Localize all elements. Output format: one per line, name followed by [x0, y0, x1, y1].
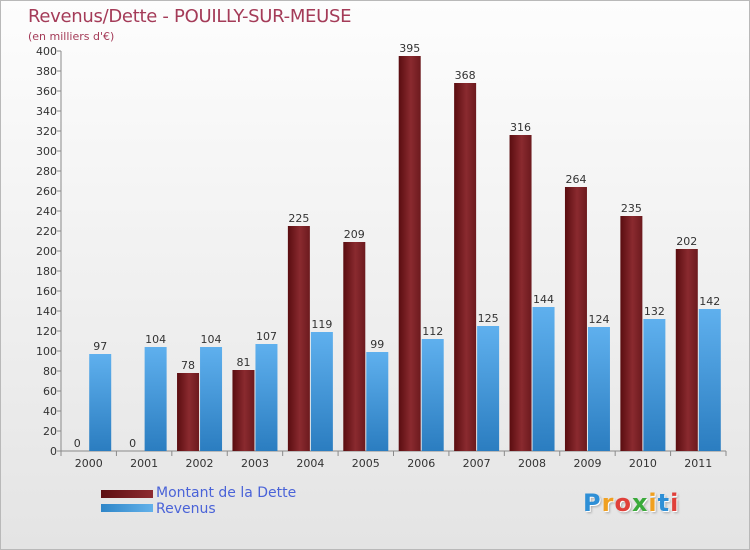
bar-dette [564, 187, 587, 451]
y-tick-label: 320 [36, 125, 57, 138]
x-tick-label: 2001 [130, 457, 158, 470]
bar-revenus [200, 347, 223, 451]
data-label: 316 [510, 121, 531, 134]
x-tick-label: 2008 [518, 457, 546, 470]
y-tick-label: 40 [43, 405, 57, 418]
x-tick-label: 2010 [629, 457, 657, 470]
bar-revenus [698, 309, 721, 451]
bar-dette [287, 226, 310, 451]
y-tick-label: 120 [36, 325, 57, 338]
bar-revenus [421, 339, 444, 451]
y-tick-label: 240 [36, 205, 57, 218]
logo-letter: P [583, 489, 602, 517]
y-tick-label: 340 [36, 105, 57, 118]
bar-dette [509, 135, 532, 451]
data-label: 395 [399, 42, 420, 55]
bar-dette [232, 370, 255, 451]
data-label: 144 [533, 293, 554, 306]
bar-revenus [144, 347, 167, 451]
y-tick-label: 200 [36, 245, 57, 258]
data-label: 112 [422, 325, 443, 338]
bar-revenus [89, 354, 112, 451]
data-label: 125 [478, 312, 499, 325]
data-label: 119 [311, 318, 332, 331]
legend-swatch-dette [101, 490, 153, 498]
proxiti-logo: Proxiti [583, 489, 679, 517]
y-tick-label: 280 [36, 165, 57, 178]
y-tick-label: 0 [50, 445, 57, 458]
x-tick-label: 2005 [352, 457, 380, 470]
x-tick-label: 2009 [573, 457, 601, 470]
y-tick-label: 80 [43, 365, 57, 378]
x-tick-label: 2004 [296, 457, 324, 470]
chart-subtitle: (en milliers d'€) [28, 30, 115, 43]
axes: 0 20 40 60 80 100 120 140 160 180 200 220 240 260 280 3… [36, 45, 727, 470]
y-tick-label: 220 [36, 225, 57, 238]
legend-label-revenus: Revenus [156, 501, 216, 517]
x-tick-label: 2002 [186, 457, 214, 470]
data-label: 104 [201, 333, 222, 346]
y-tick-label: 160 [36, 285, 57, 298]
data-label: 104 [145, 333, 166, 346]
data-label: 107 [256, 330, 277, 343]
logo-letter: x [631, 489, 649, 517]
data-label: 235 [621, 202, 642, 215]
y-tick-label: 260 [36, 185, 57, 198]
logo-letter: o [614, 489, 632, 517]
y-tick-label: 360 [36, 85, 57, 98]
logo-letter: t [657, 489, 671, 517]
data-label: 264 [565, 173, 586, 186]
y-tick-label: 20 [43, 425, 57, 438]
data-label: 0 [74, 437, 81, 450]
legend-swatch-revenus [101, 504, 153, 512]
bar-dette [343, 242, 366, 451]
data-label: 97 [93, 340, 107, 353]
bar-revenus [366, 352, 389, 451]
bar-revenus [587, 327, 610, 451]
data-label: 225 [288, 212, 309, 225]
bar-dette [454, 83, 477, 451]
data-label: 209 [344, 228, 365, 241]
y-tick-label: 60 [43, 385, 57, 398]
bar-dette [620, 216, 643, 451]
data-label: 202 [676, 235, 697, 248]
data-labels: 0 0 78 81 225 209 395 368 316 264 235 202 97 104 104 10… [74, 42, 721, 450]
x-tick-label: 2003 [241, 457, 269, 470]
bar-revenus [310, 332, 333, 451]
bar-dette [398, 56, 421, 451]
data-label: 124 [588, 313, 609, 326]
bar-dette [177, 373, 200, 451]
bar-dette [675, 249, 698, 451]
x-tick-label: 2007 [463, 457, 491, 470]
y-tick-label: 400 [36, 45, 57, 58]
data-label: 78 [181, 359, 195, 372]
bars [89, 56, 721, 451]
y-tick-label: 140 [36, 305, 57, 318]
data-label: 368 [455, 69, 476, 82]
y-tick-label: 100 [36, 345, 57, 358]
bar-revenus [255, 344, 278, 451]
x-tick-label: 2011 [684, 457, 712, 470]
x-tick-label: 2000 [75, 457, 103, 470]
bar-revenus [477, 326, 500, 451]
data-label: 81 [236, 356, 250, 369]
legend-label-dette: Montant de la Dette [156, 485, 297, 501]
logo-letter: i [648, 489, 658, 517]
chart-title: Revenus/Dette - POUILLY-SUR-MEUSE [28, 6, 352, 27]
x-tick-label: 2006 [407, 457, 435, 470]
bar-revenus [532, 307, 555, 451]
data-label: 142 [699, 295, 720, 308]
y-tick-label: 380 [36, 65, 57, 78]
bar-revenus [643, 319, 666, 451]
data-label: 0 [129, 437, 136, 450]
data-label: 132 [644, 305, 665, 318]
logo-letter: r [601, 489, 615, 517]
data-label: 99 [370, 338, 384, 351]
y-tick-label: 300 [36, 145, 57, 158]
logo-letter: i [670, 489, 680, 517]
y-tick-label: 180 [36, 265, 57, 278]
